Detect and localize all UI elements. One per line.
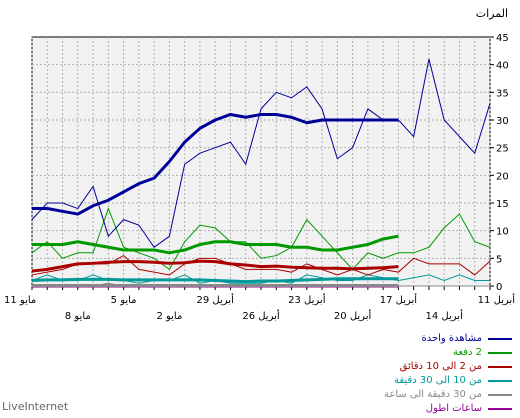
x-tick-label: 20 أبريل (334, 309, 372, 322)
x-tick-label: 29 أبريل (197, 293, 235, 306)
y-tick-label: 35 (496, 88, 509, 99)
y-tick-label: 15 (496, 199, 509, 210)
legend-item: ساعات اطول (372, 402, 512, 416)
y-tick-label: 45 (496, 33, 509, 44)
legend-swatch (488, 408, 512, 410)
legend-item: 2 دفعة (372, 346, 512, 360)
y-tick-label: 30 (496, 116, 509, 127)
legend-swatch (488, 380, 512, 382)
series-avg-line (32, 234, 399, 255)
series-group (31, 59, 491, 288)
line-chart: 0 5 10 15 20 25 30 35 40 45 11 مايو 5 مايو 29 أبريل… (4, 7, 515, 322)
x-tick-label: 11 مايو (4, 295, 36, 306)
legend-swatch (488, 352, 512, 354)
series-avg-line (31, 277, 399, 284)
series-line (31, 59, 491, 248)
x-axis: 11 مايو 5 مايو 29 أبريل 23 أبريل 17 أبريل 11 … (4, 286, 515, 322)
y-tick-label: 0 (496, 282, 502, 293)
legend-label: مشاهدة واحدة (421, 333, 482, 344)
legend-item: من 10 الى 30 دقيقة (372, 374, 512, 388)
legend-swatch (488, 338, 512, 340)
grid-lines (31, 37, 491, 286)
x-tick-label: 5 مايو (111, 295, 137, 306)
legend-label: من 2 الى 10 دقائق (399, 361, 482, 372)
legend-label: من 10 الى 30 دقيقة (393, 375, 482, 386)
x-tick-label: 23 أبريل (288, 293, 326, 306)
series-line (31, 254, 491, 276)
y-tick-label: 5 (496, 254, 502, 265)
legend-item: مشاهدة واحدة (372, 332, 512, 346)
y-axis-label: المرات (476, 7, 508, 20)
x-tick-label: 8 مايو (65, 311, 91, 322)
legend-item: من 2 الى 10 دقائق (372, 360, 512, 374)
x-tick-label: 26 أبريل (242, 309, 280, 322)
y-axis: 0 5 10 15 20 25 30 35 40 45 (490, 33, 509, 293)
brand-label: LiveInternet (2, 400, 69, 413)
legend-swatch (488, 366, 512, 368)
y-tick-label: 10 (496, 227, 509, 238)
series-avg-line (31, 259, 399, 273)
y-tick-label: 25 (496, 144, 509, 155)
legend-label: 2 دفعة (453, 347, 482, 358)
legend-label: من 30 دقيقة الى ساعة (383, 389, 482, 400)
legend-swatch (488, 394, 512, 396)
series-line (31, 207, 491, 271)
x-tick-label: 14 أبريل (426, 309, 464, 322)
x-tick-label: 2 مايو (156, 311, 182, 322)
legend-item: من 30 دقيقة الى ساعة (372, 388, 512, 402)
legend-label: ساعات اطول (425, 403, 482, 414)
legend: مشاهدة واحدة 2 دفعة من 2 الى 10 دقائق من 10… (372, 332, 512, 416)
series-avg-line (32, 112, 399, 216)
y-tick-label: 20 (496, 171, 509, 182)
x-tick-label: 17 أبريل (380, 293, 418, 306)
x-tick-label: 11 أبريل (478, 293, 516, 306)
y-tick-label: 40 (496, 61, 509, 72)
